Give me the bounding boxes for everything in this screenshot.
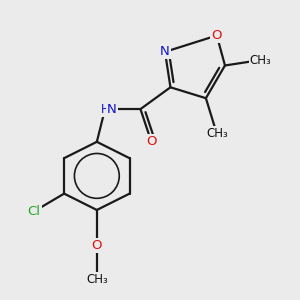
Text: Cl: Cl [28,205,40,218]
Text: H: H [100,103,109,116]
Text: CH₃: CH₃ [250,53,271,67]
Text: CH₃: CH₃ [86,273,108,286]
Text: N: N [107,103,117,116]
Text: O: O [212,29,222,42]
Text: O: O [92,239,102,252]
Text: CH₃: CH₃ [206,127,228,140]
Text: O: O [146,135,157,148]
Text: N: N [160,45,170,58]
